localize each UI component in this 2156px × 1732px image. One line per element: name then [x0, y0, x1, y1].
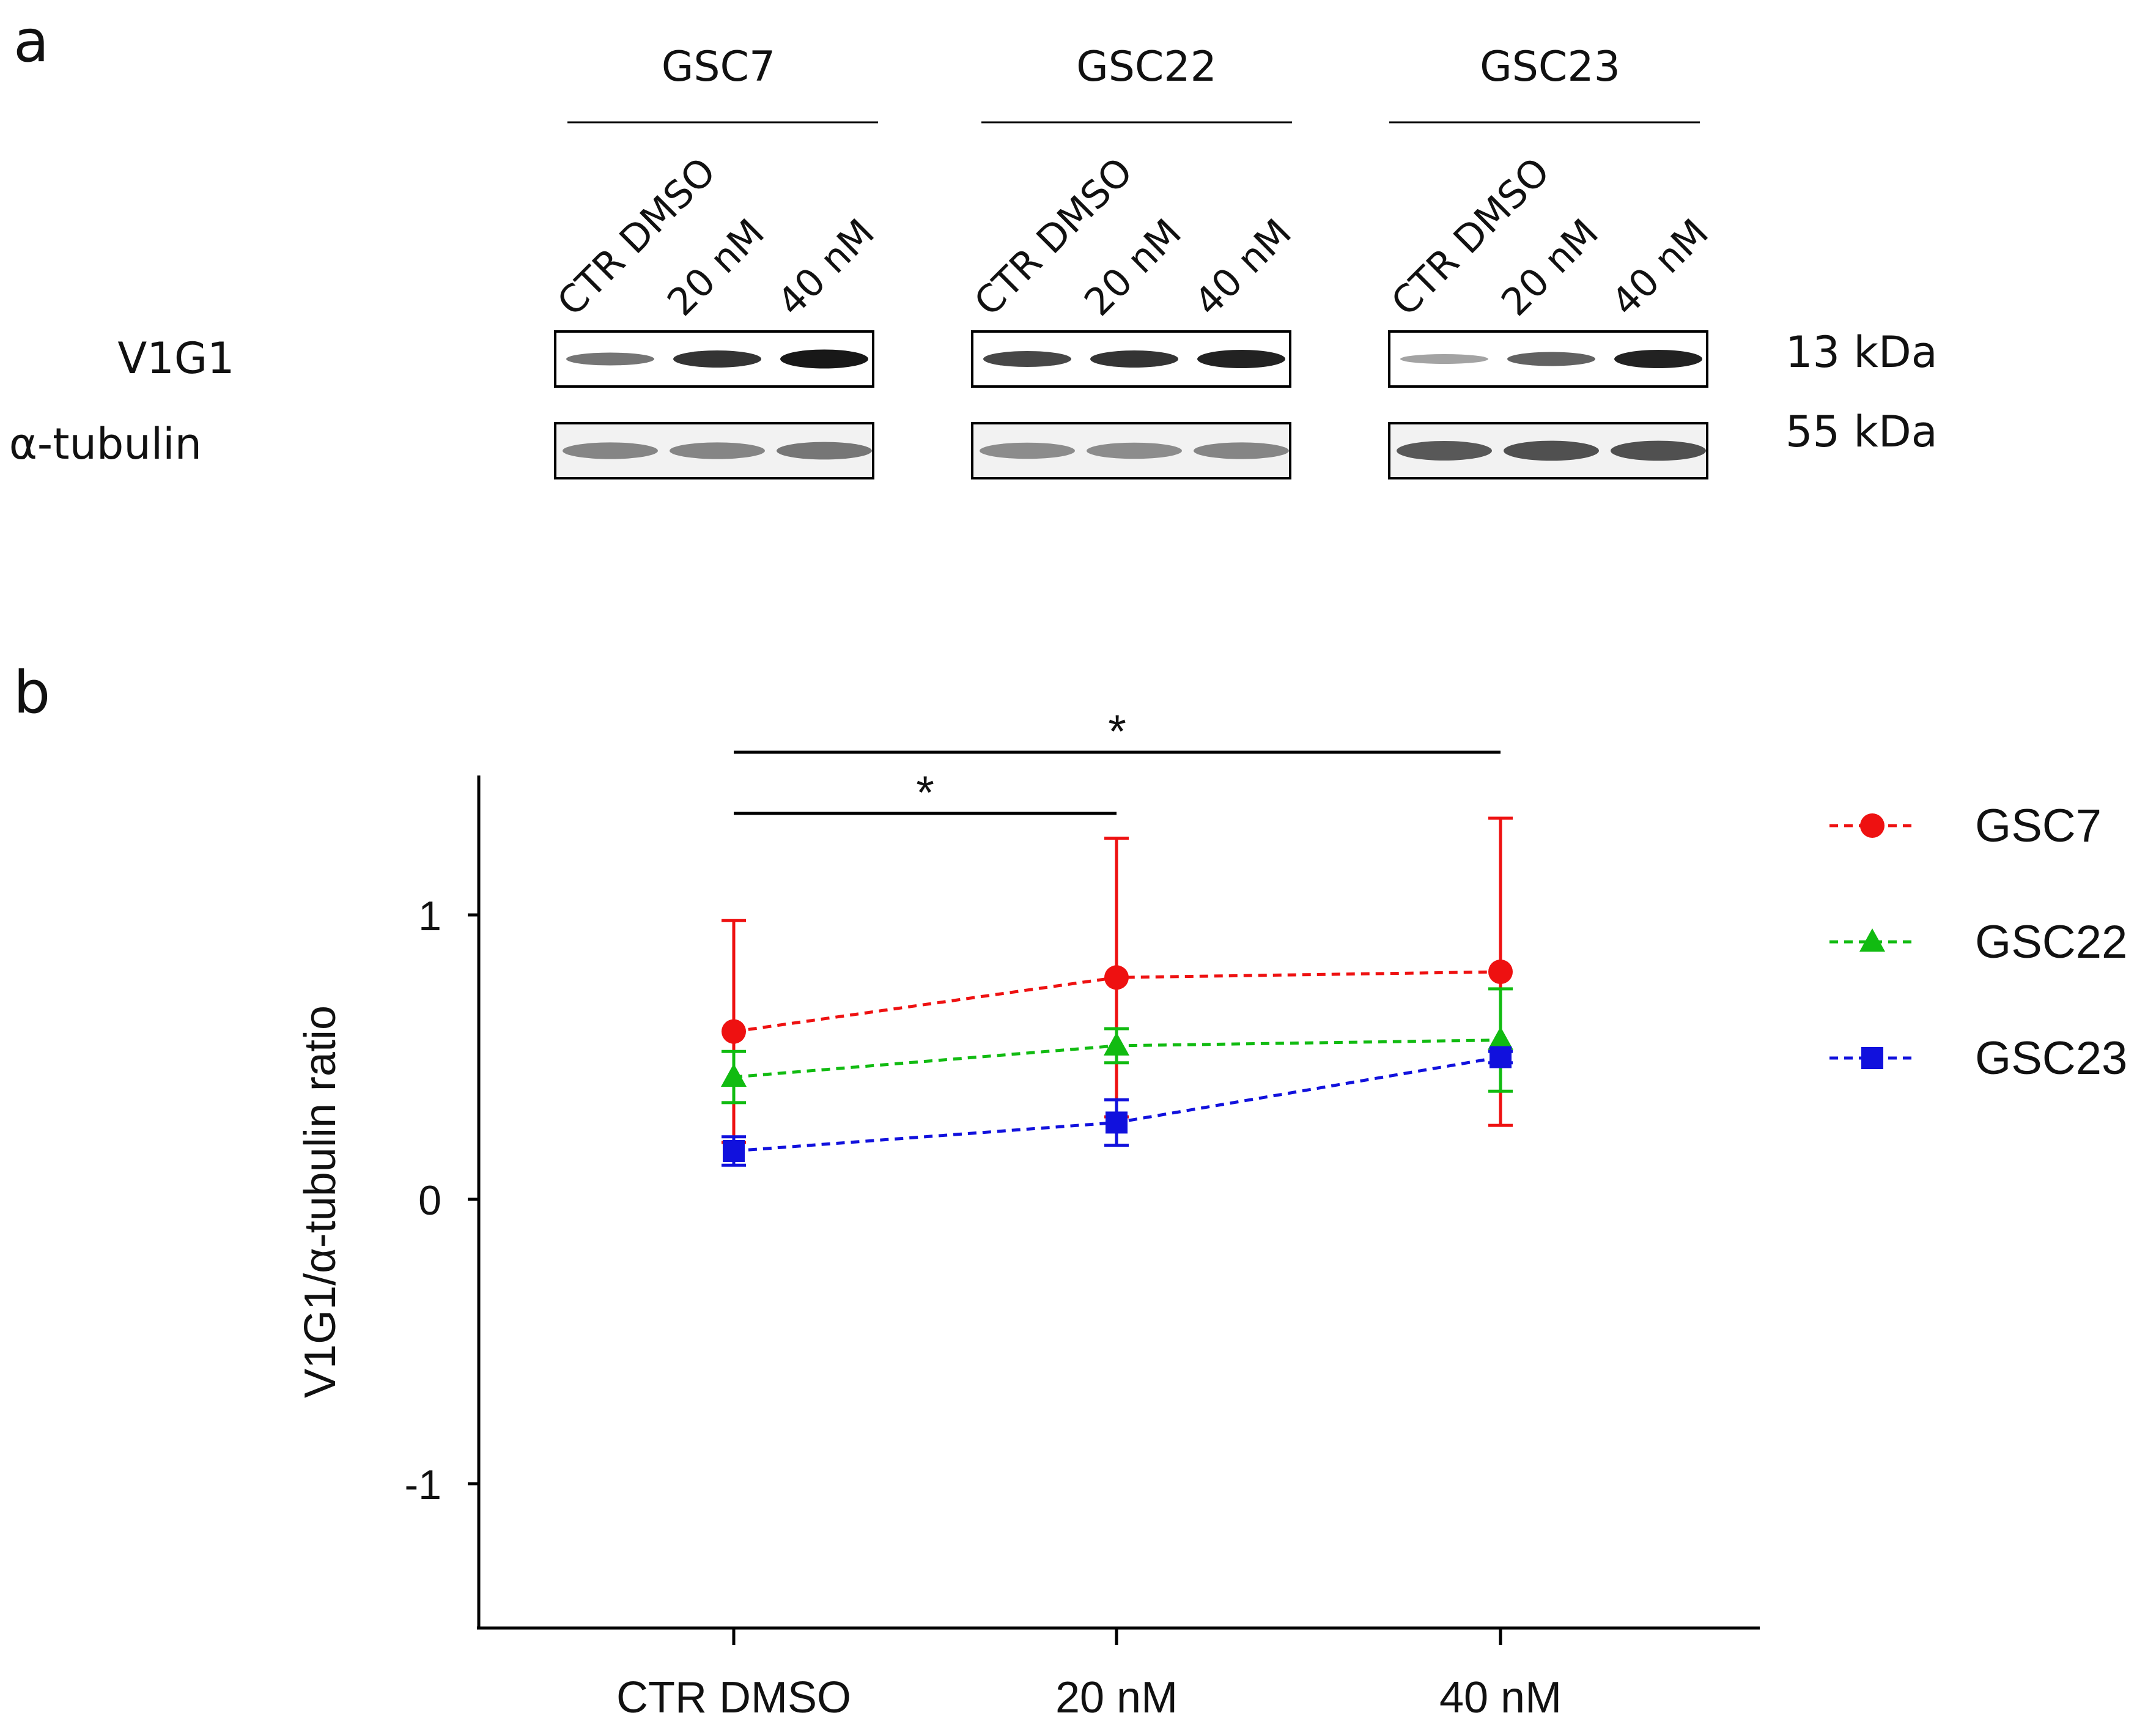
legend: GSC7 GSC22 GSC23 — [1829, 800, 2127, 1084]
y-tick-label: 1 — [418, 893, 441, 939]
legend-item-gsc7: GSC7 — [1829, 800, 2102, 852]
tubulin-band — [563, 442, 658, 459]
legend-item-gsc22: GSC22 — [1829, 916, 2127, 968]
data-point-gsc23 — [1490, 1046, 1512, 1068]
tubulin-band — [1397, 441, 1492, 461]
data-point-gsc23 — [1106, 1111, 1128, 1134]
x-tick-label: 20 nM — [1055, 1673, 1178, 1722]
tubulin-band — [1194, 442, 1289, 459]
legend-marker-gsc23 — [1861, 1047, 1883, 1069]
y-tick-label: -1 — [405, 1462, 441, 1508]
x-tick-label: 40 nM — [1439, 1673, 1562, 1722]
v1g1-band — [1400, 354, 1488, 364]
legend-label-gsc23: GSC23 — [1975, 1032, 2127, 1084]
row-label-v1g1: V1G1 — [117, 333, 234, 383]
y-tick-label: 0 — [418, 1177, 441, 1224]
row-label-tubulin: α-tubulin — [9, 419, 202, 469]
blot-group-title: GSC7 — [662, 43, 776, 91]
x-tick-label: CTR DMSO — [616, 1673, 851, 1722]
significance-star: * — [916, 767, 934, 819]
v1g1-band — [673, 350, 761, 368]
legend-marker-gsc22 — [1859, 928, 1885, 952]
blot-group-title: GSC22 — [1076, 43, 1217, 91]
v1g1-band — [1090, 350, 1178, 368]
v1g1-band — [983, 351, 1071, 367]
data-point-gsc22 — [1488, 1026, 1513, 1050]
v1g1-band — [566, 352, 654, 366]
data-point-gsc23 — [723, 1139, 745, 1162]
data-point-gsc22 — [721, 1064, 747, 1087]
legend-item-gsc23: GSC23 — [1829, 1032, 2127, 1084]
data-point-gsc7 — [722, 1019, 746, 1044]
legend-marker-gsc7 — [1860, 813, 1885, 838]
y-axis-label: V1G1/α-tubulin ratio — [296, 1005, 345, 1398]
legend-label-gsc22: GSC22 — [1975, 916, 2127, 968]
blot-group-title: GSC23 — [1480, 43, 1620, 91]
tubulin-band — [777, 442, 872, 460]
data-point-gsc22 — [1104, 1032, 1129, 1056]
tubulin-band — [1611, 440, 1706, 461]
tubulin-band — [1504, 440, 1599, 461]
v1g1-band — [1507, 352, 1595, 366]
significance-star: * — [1108, 706, 1126, 758]
data-point-gsc7 — [1488, 960, 1513, 984]
tubulin-band — [1087, 442, 1182, 459]
legend-label-gsc7: GSC7 — [1975, 800, 2102, 852]
panel-b-label: b — [13, 659, 50, 727]
tubulin-band — [670, 442, 765, 459]
v1g1-band — [780, 349, 868, 369]
data-point-gsc7 — [1104, 965, 1129, 990]
panel-b-line-chart: b V1G1/α-tubulin ratio -1 0 1 CTR DMSO 20 n… — [13, 659, 2127, 1722]
kda-label-55: 55 kDa — [1785, 407, 1938, 457]
tubulin-band — [980, 442, 1075, 459]
v1g1-band — [1614, 350, 1702, 368]
panel-a-label: a — [13, 8, 49, 75]
kda-label-13: 13 kDa — [1785, 327, 1938, 377]
v1g1-band — [1197, 350, 1285, 368]
